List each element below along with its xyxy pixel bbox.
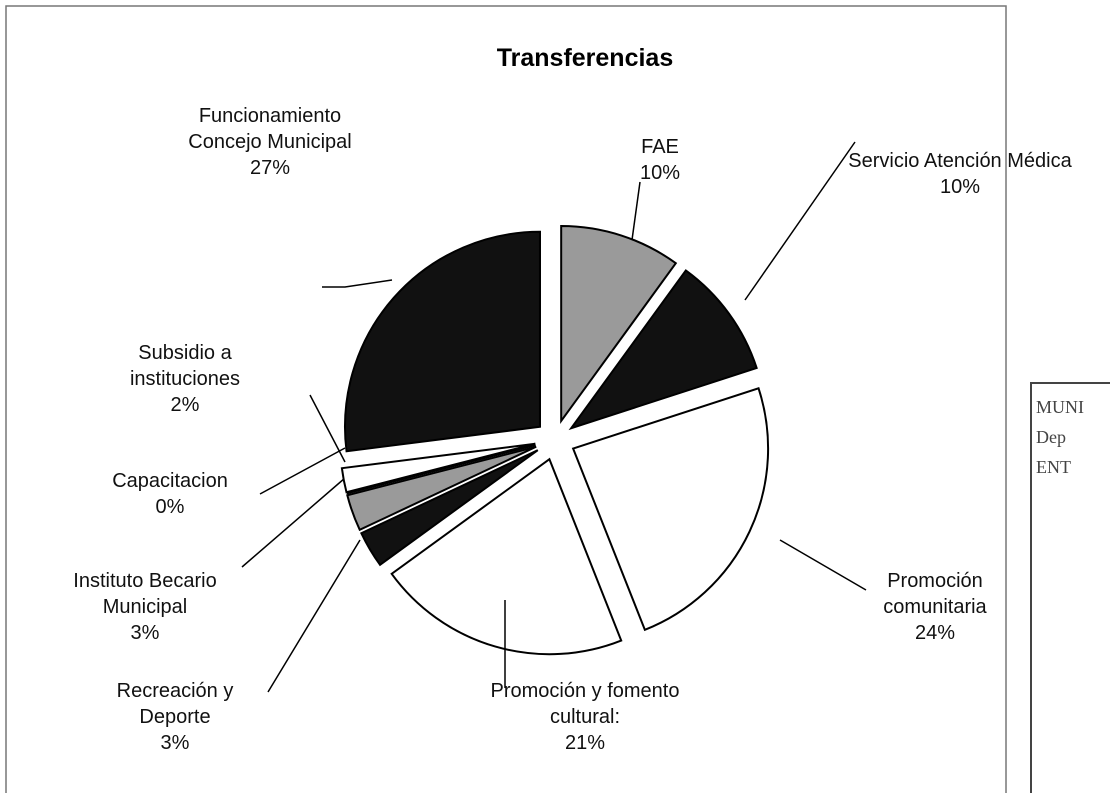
slice-percent: 10% <box>639 162 681 184</box>
slice-name: Funcionamiento Concejo Municipal <box>188 105 352 153</box>
stamp-line: Dep <box>1036 427 1066 447</box>
pie-slice <box>346 445 537 532</box>
leader-line <box>744 141 856 301</box>
slice-label: FAE 10% <box>600 134 720 186</box>
slice-label: Servicio Atención Médica 10% <box>840 148 1080 200</box>
stamp-line: MUNI <box>1036 397 1084 417</box>
slice-label: Promoción y fomento cultural: 21% <box>485 678 685 756</box>
pie-slice <box>568 269 758 431</box>
leader-line <box>259 447 346 495</box>
leader-line <box>322 279 393 288</box>
pie-slice <box>340 442 536 494</box>
pie-slice <box>346 444 536 495</box>
slice-name: Servicio Atención Médica <box>848 150 1072 172</box>
slice-name: Recreación y Deporte <box>116 680 234 728</box>
slice-name: FAE <box>641 136 679 158</box>
slice-label: Funcionamiento Concejo Municipal 27% <box>170 103 370 181</box>
slice-label: Promoción comunitaria 24% <box>850 568 1020 646</box>
pie-slice <box>344 230 541 453</box>
slice-percent: 0% <box>155 496 185 518</box>
stamp-line: ENT <box>1036 457 1071 477</box>
slice-percent: 3% <box>130 622 160 644</box>
slice-name: Promoción comunitaria <box>883 570 987 618</box>
slice-label: Recreación y Deporte 3% <box>95 678 255 756</box>
leader-line <box>779 539 867 591</box>
slice-label: Subsidio a instituciones 2% <box>105 340 265 418</box>
slice-label: Capacitacion 0% <box>80 468 260 520</box>
pie-slice <box>360 449 539 567</box>
leader-line <box>267 539 361 693</box>
pie-slice <box>560 224 678 425</box>
slice-percent: 10% <box>939 176 981 198</box>
slice-percent: 27% <box>249 157 291 179</box>
slice-name: Instituto Becario Municipal <box>73 570 217 618</box>
slice-percent: 21% <box>564 732 606 754</box>
slice-name: Promoción y fomento cultural: <box>490 680 680 728</box>
leader-line <box>241 477 346 568</box>
leader-line <box>309 394 346 463</box>
slice-label: Instituto Becario Municipal 3% <box>35 568 255 646</box>
slice-percent: 24% <box>914 622 956 644</box>
slice-name: Subsidio a instituciones <box>129 342 241 390</box>
leader-line <box>631 181 641 241</box>
pie-slice <box>390 457 623 656</box>
chart-frame <box>5 5 1007 793</box>
pie-slice <box>571 386 770 632</box>
stamp: MUNI Dep ENT <box>1030 382 1110 793</box>
slice-percent: 2% <box>170 394 200 416</box>
slice-percent: 3% <box>160 732 190 754</box>
chart-title: Transferencias <box>496 44 674 72</box>
slice-name: Capacitacion <box>112 470 228 492</box>
